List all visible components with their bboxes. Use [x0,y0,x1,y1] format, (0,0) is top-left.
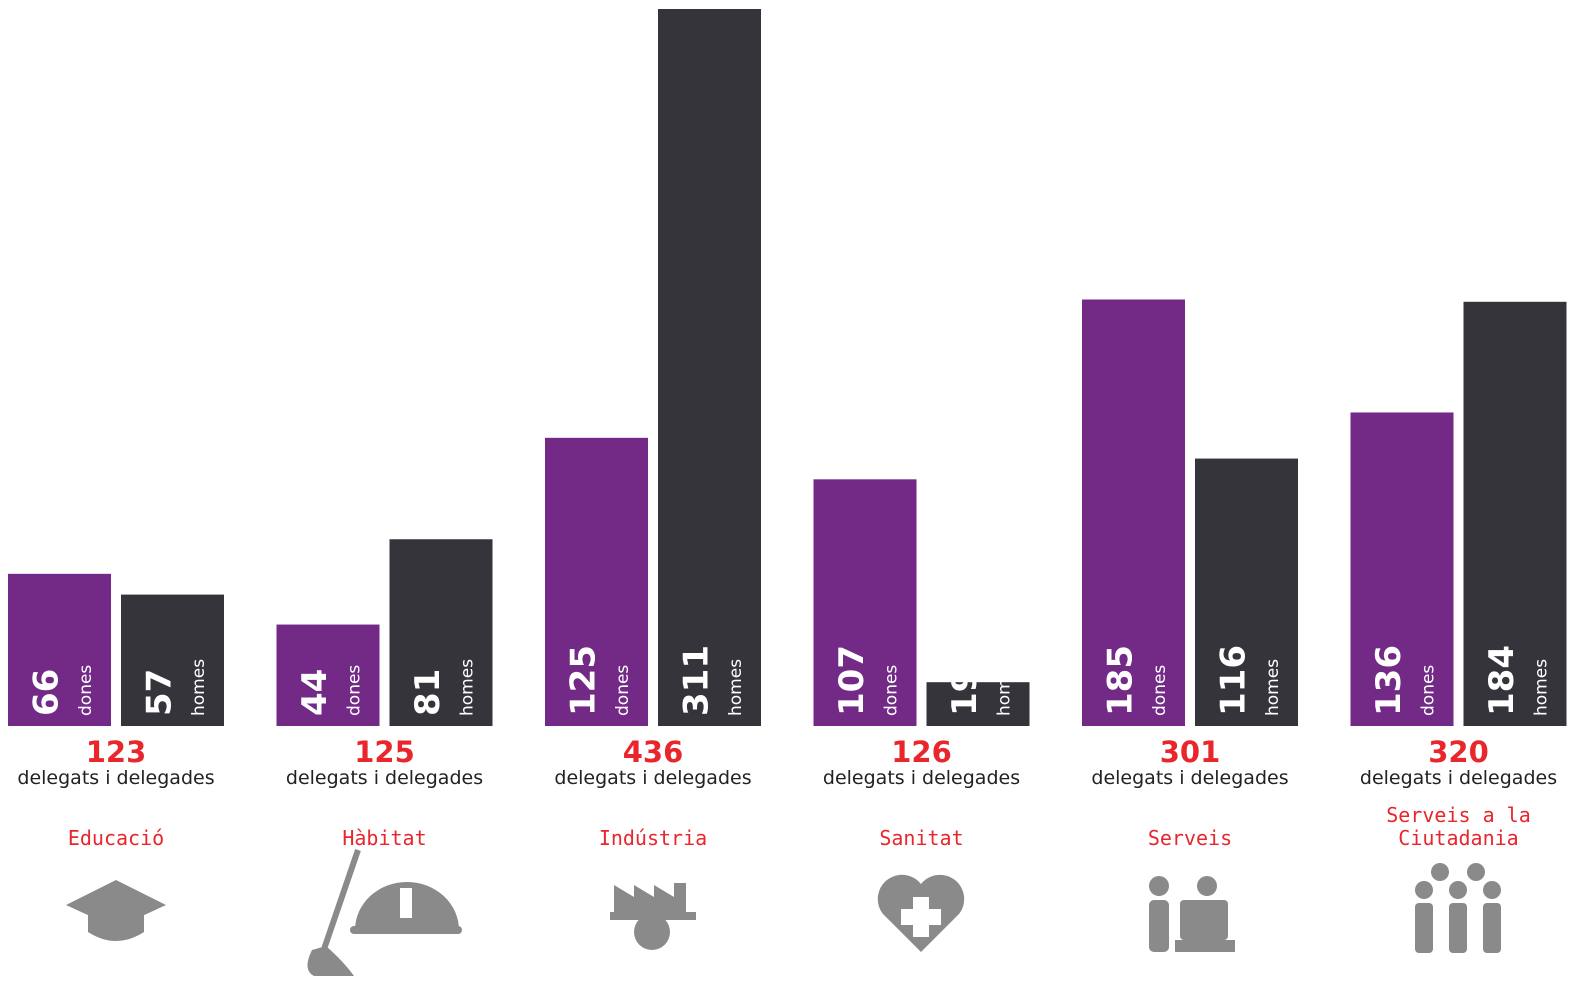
category: Serveis [1147,826,1233,850]
series-label: dones [76,665,96,716]
series-label: dones [882,665,902,716]
bar-value: 19 [945,669,985,716]
bar [1082,299,1185,726]
bar-value: 66 [27,669,67,716]
total: 301 [1159,735,1221,769]
total-label: delegats i delegades [1359,767,1558,789]
series-label: homes [1532,659,1552,716]
category: Educació [67,826,165,850]
series-label: homes [995,659,1015,716]
bar-value: 136 [1369,645,1409,716]
total: 436 [622,735,684,769]
icon-citizens [1415,863,1501,953]
series-label: dones [1419,665,1439,716]
series-label: homes [1263,659,1283,716]
bar [926,682,1030,726]
series-label: dones [345,665,365,716]
bar-value: 185 [1101,645,1141,716]
series-label: dones [613,665,633,716]
bar [658,9,761,726]
total: 125 [354,735,415,769]
bar [8,573,111,726]
total: 123 [85,735,147,769]
bar-value: 311 [677,645,717,716]
category: Indústria [598,826,708,850]
bar-value: 81 [408,669,448,716]
icon-habitat [307,849,462,976]
icon-health [877,874,965,952]
icon-industry [610,883,696,950]
series-label: homes [189,659,209,716]
bar [545,437,648,726]
bar-value: 125 [564,645,604,716]
bar [1195,458,1298,726]
icon-education [66,880,166,941]
series-label: homes [458,659,478,716]
total-label: delegats i delegades [822,767,1021,789]
bar [1350,412,1454,726]
category: Hàbitat [342,826,427,850]
total-label: delegats i delegades [17,767,215,789]
bar-value: 116 [1214,645,1254,716]
bar-value: 44 [295,669,335,716]
bar [389,539,493,726]
bar [276,624,380,726]
total-label: delegats i delegades [1091,767,1289,789]
category: Serveis a la Ciutadania [1386,803,1531,850]
total: 126 [891,735,952,769]
total-label: delegats i delegades [554,767,752,789]
icon-services [1149,876,1235,952]
total-label: delegats i delegades [285,767,484,789]
category: Sanitat [879,826,964,850]
bar [121,594,224,726]
bar-value: 107 [832,645,872,716]
bar-value: 184 [1482,645,1522,716]
bar [1463,301,1567,726]
bar [813,479,917,726]
series-label: dones [1150,665,1170,716]
bar-value: 57 [140,669,180,716]
total: 320 [1428,735,1489,769]
series-label: homes [726,659,746,716]
